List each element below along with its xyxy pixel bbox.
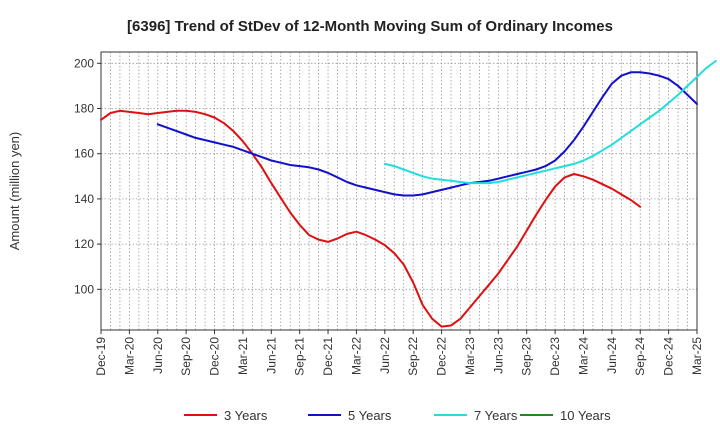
x-tick-label: Dec-23 <box>548 337 562 376</box>
x-tick-label: Mar-22 <box>349 337 363 375</box>
y-axis-ticks: 100 120 140 160 180 200 <box>74 56 101 296</box>
x-tick-label: Jun-24 <box>605 337 619 374</box>
x-tick-label: Sep-23 <box>520 337 534 376</box>
x-tick-label: Mar-24 <box>576 337 590 375</box>
x-tick-label: Sep-22 <box>406 337 420 376</box>
x-tick-label: Dec-22 <box>435 337 449 376</box>
x-axis-ticks: Dec-19 Mar-20 Jun-20 Sep-20 Dec-20 Mar-21 Jun-… <box>94 330 704 376</box>
legend-label: 10 Years <box>560 408 611 423</box>
series-line-5-years <box>156 71 698 197</box>
plot-frame <box>100 51 698 331</box>
x-tick-label: Dec-19 <box>94 337 108 376</box>
x-tick-label: Jun-23 <box>491 337 505 374</box>
legend: 3 Years 5 Years 7 Years 10 Years <box>184 408 611 423</box>
x-tick-label: Mar-20 <box>122 337 136 375</box>
chart-title: [6396] Trend of StDev of 12-Month Moving… <box>127 18 613 35</box>
x-tick-label: Mar-23 <box>463 337 477 375</box>
x-tick-label: Sep-21 <box>293 337 307 376</box>
series-line-3-years <box>100 109 642 328</box>
series-lines <box>100 60 717 328</box>
y-tick-label: 160 <box>74 147 94 161</box>
y-tick-label: 200 <box>74 56 94 70</box>
x-tick-label: Sep-24 <box>633 337 647 376</box>
x-tick-label: Jun-21 <box>264 337 278 374</box>
y-tick-label: 140 <box>74 192 94 206</box>
x-tick-label: Dec-24 <box>662 337 676 376</box>
y-axis-label: Amount (million yen) <box>7 132 22 251</box>
x-tick-label: Sep-20 <box>179 337 193 376</box>
x-tick-label: Dec-21 <box>321 337 335 376</box>
x-tick-label: Mar-25 <box>690 337 704 375</box>
legend-label: 7 Years <box>474 408 518 423</box>
legend-label: 5 Years <box>348 408 392 423</box>
x-tick-label: Jun-22 <box>378 337 392 374</box>
x-tick-label: Mar-21 <box>236 337 250 375</box>
series-line-7-years <box>383 60 717 185</box>
x-tick-label: Jun-20 <box>151 337 165 374</box>
legend-label: 3 Years <box>224 408 268 423</box>
y-tick-label: 120 <box>74 237 94 251</box>
grid <box>101 52 697 330</box>
x-tick-label: Dec-20 <box>208 337 222 376</box>
y-tick-label: 100 <box>74 282 94 296</box>
y-tick-label: 180 <box>74 102 94 116</box>
